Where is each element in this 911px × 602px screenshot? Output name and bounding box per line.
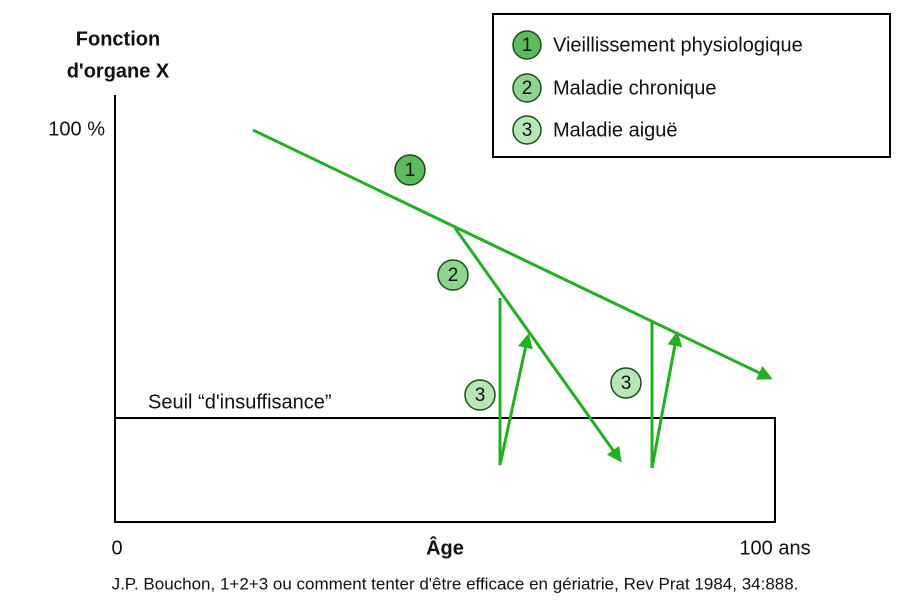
marker-number: 2: [448, 265, 459, 286]
x-start-label: 0: [111, 537, 122, 559]
x-axis-label: Âge: [426, 535, 464, 559]
aging-line: [252, 128, 773, 380]
chronic-line: [453, 227, 622, 463]
legend-label: Maladie chronique: [553, 77, 716, 99]
marker-circle: [437, 259, 469, 291]
legend-box: [492, 13, 891, 158]
y-axis-label: Fonction: [76, 28, 160, 50]
legend-number: 2: [522, 78, 533, 99]
marker-circle: [610, 367, 642, 399]
caption: J.P. Bouchon, 1+2+3 ou comment tenter d'…: [112, 574, 799, 593]
acute-line: [650, 322, 683, 469]
y-axis-label: d'organe X: [67, 60, 170, 82]
legend-label: Vieillissement physiologique: [553, 34, 803, 56]
legend-circle: [512, 73, 542, 103]
marker-number: 3: [621, 373, 632, 394]
legend-number: 1: [522, 35, 533, 56]
y-top-label: 100 %: [48, 118, 105, 140]
marker-number: 3: [475, 385, 486, 406]
threshold-box: [114, 417, 776, 523]
threshold-label: Seuil “d'insuffisance”: [148, 391, 332, 413]
marker-circle: [394, 154, 426, 186]
legend-circle: [512, 30, 542, 60]
legend-circle: [512, 115, 542, 145]
marker-number: 1: [405, 160, 416, 181]
marker-circle: [464, 379, 496, 411]
x-end-label: 100 ans: [739, 537, 810, 559]
acute-line: [498, 298, 533, 466]
legend-number: 3: [522, 120, 533, 141]
legend-label: Maladie aiguë: [553, 119, 678, 141]
